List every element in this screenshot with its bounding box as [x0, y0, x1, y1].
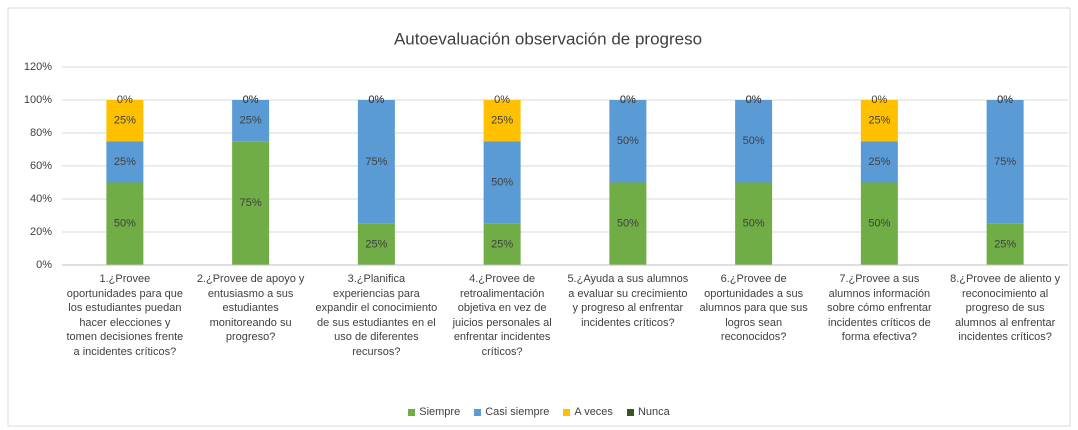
y-tick-label: 20% — [30, 226, 52, 238]
data-label: 25% — [114, 156, 136, 168]
legend-item: Siempre — [408, 406, 460, 418]
y-tick-label: 0% — [36, 259, 52, 271]
y-tick-label: 40% — [30, 193, 52, 205]
x-tick-label: 1.¿Provee oportunidades para que los est… — [66, 273, 184, 358]
legend-item: A veces — [563, 406, 613, 418]
bar-segment — [735, 100, 773, 183]
bar-segment — [609, 100, 647, 183]
chart-title: Autoevaluación observación de progreso — [394, 29, 702, 48]
legend-swatch — [408, 408, 416, 416]
bar-segment — [232, 100, 270, 142]
legend-swatch — [474, 408, 482, 416]
data-label: 75% — [240, 197, 262, 209]
x-tick-label: 2.¿Provee de apoyo y entusiasmo a sus es… — [196, 273, 305, 343]
y-tick-label: 120% — [24, 61, 52, 73]
bar-segment — [986, 223, 1024, 265]
bar-segment — [357, 100, 395, 224]
data-label: 25% — [114, 115, 136, 127]
data-label: 50% — [114, 218, 136, 230]
data-label: 25% — [240, 115, 262, 127]
bar-segment — [106, 141, 144, 183]
data-label: 50% — [491, 176, 513, 188]
y-tick-label: 100% — [24, 94, 52, 106]
bar-segment — [106, 182, 144, 265]
data-label: 0% — [620, 94, 636, 106]
legend-label: Siempre — [419, 406, 461, 418]
data-label: 50% — [743, 218, 765, 230]
bar-segment — [860, 141, 898, 183]
data-label: 75% — [365, 156, 387, 168]
data-label: 25% — [994, 238, 1016, 250]
x-tick-label: 3.¿Planifica experiencias para expandir … — [315, 273, 438, 358]
legend-label: A veces — [574, 406, 613, 418]
data-label: 25% — [365, 238, 387, 250]
bar-segment — [735, 182, 773, 265]
legend-item: Casi siempre — [474, 406, 549, 418]
data-label: 0% — [494, 94, 510, 106]
legend: Siempre Casi siempre A veces Nunca — [0, 406, 1078, 418]
data-label: 25% — [491, 115, 513, 127]
x-tick-label: 5.¿Ayuda a sus alumnos a evaluar su crec… — [567, 273, 689, 329]
bar-segment — [106, 100, 144, 142]
legend-swatch — [626, 408, 634, 416]
legend-item: Nunca — [626, 406, 670, 418]
bar-segment — [483, 141, 521, 224]
data-label: 50% — [617, 135, 639, 147]
x-tick-label: 8.¿Provee de aliento y reconocimiento al… — [950, 273, 1061, 343]
bar-segment — [609, 182, 647, 265]
data-label: 0% — [746, 94, 762, 106]
bar-segment — [860, 182, 898, 265]
data-label: 0% — [746, 94, 762, 106]
x-tick-label: 7.¿Provee a sus alumnos información sobr… — [827, 273, 932, 343]
data-label: 25% — [868, 156, 890, 168]
data-label: 0% — [997, 94, 1013, 106]
legend-label: Casi siempre — [485, 406, 550, 418]
data-label: 75% — [994, 156, 1016, 168]
data-label: 0% — [117, 94, 133, 106]
bar-segment — [860, 100, 898, 142]
data-label: 50% — [617, 218, 639, 230]
data-label: 0% — [243, 94, 259, 106]
data-label: 25% — [868, 115, 890, 127]
data-label: 0% — [368, 94, 384, 106]
x-tick-label: 4.¿Provee de retroalimentación objetiva … — [452, 273, 552, 358]
data-label: 50% — [868, 218, 890, 230]
bar-segment — [232, 141, 270, 265]
bar-segment — [483, 100, 521, 142]
y-tick-label: 80% — [30, 127, 52, 139]
data-label: 0% — [871, 94, 887, 106]
bar-segment — [357, 223, 395, 265]
data-label: 25% — [491, 238, 513, 250]
y-tick-label: 60% — [30, 160, 52, 172]
data-label: 0% — [243, 94, 259, 106]
legend-swatch — [563, 408, 571, 416]
data-label: 0% — [620, 94, 636, 106]
bar-segment — [483, 223, 521, 265]
chart-border — [7, 7, 1071, 427]
data-label: 0% — [997, 94, 1013, 106]
data-label: 0% — [368, 94, 384, 106]
x-tick-label: 6.¿Provee de oportunidades a sus alumnos… — [699, 273, 808, 343]
data-label: 50% — [743, 135, 765, 147]
legend-label: Nunca — [637, 406, 670, 418]
bar-segment — [986, 100, 1024, 224]
